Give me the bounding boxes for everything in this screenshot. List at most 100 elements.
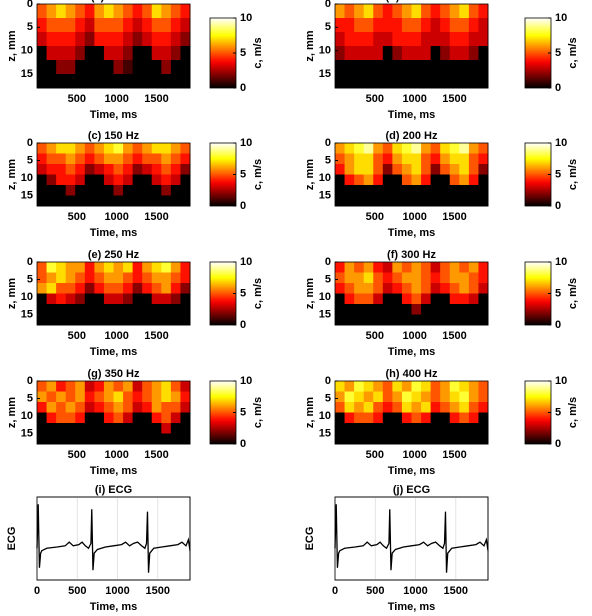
heatmap-cell <box>392 293 403 305</box>
heatmap-cell <box>421 164 432 175</box>
heatmap-cell <box>421 314 432 326</box>
heatmap-cell <box>421 304 432 315</box>
x-tick-label: 1000 <box>104 211 128 223</box>
heatmap-cell <box>113 433 124 445</box>
heatmap-cell <box>180 195 191 207</box>
heatmap-cell <box>180 164 191 175</box>
heatmap-cell <box>75 283 86 294</box>
heatmap-cell <box>161 46 172 61</box>
heatmap-cell <box>75 272 86 284</box>
heatmap-cell <box>449 391 460 403</box>
heatmap-cell <box>94 174 105 186</box>
colorbar-tick-label: 5 <box>240 168 246 180</box>
heatmap-cell <box>151 46 162 61</box>
heatmap-cell <box>170 272 181 284</box>
colorbar-tick-label: 10 <box>240 12 252 24</box>
heatmap-cell <box>161 262 172 273</box>
heatmap-cell <box>382 423 393 434</box>
heatmap-cell <box>151 153 162 165</box>
x-tick-label: 500 <box>68 211 86 223</box>
heatmap-cell <box>411 402 422 413</box>
heatmap-cell <box>468 60 479 75</box>
heatmap-cell <box>382 402 393 413</box>
heatmap-cell <box>151 18 162 33</box>
colorbar <box>209 142 237 207</box>
heatmap-cell <box>161 391 172 403</box>
heatmap-cell <box>75 74 86 89</box>
heatmap-cell <box>440 423 451 434</box>
heatmap-cell <box>161 143 172 154</box>
plot-frame <box>334 261 489 326</box>
heatmap-cell <box>478 185 489 196</box>
heatmap-cell <box>468 272 479 284</box>
heatmap-cell <box>113 293 124 305</box>
heatmap-cell <box>37 262 48 273</box>
heatmap-cell <box>401 283 412 294</box>
x-axis-label: Time, ms <box>90 109 138 121</box>
heatmap-cell <box>56 32 67 47</box>
heatmap-cell <box>459 262 470 273</box>
heatmap-cell <box>56 283 67 294</box>
heatmap-cell <box>132 283 143 294</box>
heatmap-cell <box>354 46 365 61</box>
heatmap-cell <box>421 262 432 273</box>
heatmap-cell <box>132 143 143 154</box>
heatmap-cell <box>75 143 86 154</box>
heatmap-cell <box>94 402 105 413</box>
heatmap-cell <box>344 185 355 196</box>
heatmap-cell <box>392 402 403 413</box>
colorbar <box>209 261 237 326</box>
heatmap-cell <box>142 272 153 284</box>
colorbar-tick-label: 10 <box>555 12 567 24</box>
x-tick-label: 1000 <box>402 449 426 461</box>
heatmap-cell <box>56 304 67 315</box>
heatmap-cell <box>468 391 479 403</box>
heatmap-cell <box>363 174 374 186</box>
heatmap-cell <box>411 143 422 154</box>
heatmap-cell <box>335 402 346 413</box>
heatmap-cell <box>335 381 346 392</box>
heatmap-cell <box>478 4 489 19</box>
heatmap-cell <box>344 32 355 47</box>
heatmap-cell <box>65 381 76 392</box>
heatmap-cell <box>449 272 460 284</box>
x-tick-label: 1500 <box>146 585 170 597</box>
heatmap-cell <box>421 293 432 305</box>
heatmap-cell <box>468 402 479 413</box>
heatmap-cell <box>411 283 422 294</box>
heatmap-cell <box>103 314 114 326</box>
heatmap-cell <box>430 304 441 315</box>
x-tick-label: 1500 <box>442 330 466 342</box>
heatmap-cell <box>113 46 124 61</box>
y-tick-label: 15 <box>319 68 331 80</box>
heatmap-cell <box>46 185 57 196</box>
heatmap-cell <box>449 143 460 154</box>
heatmap-cell <box>468 262 479 273</box>
heatmap-cell <box>430 272 441 284</box>
heatmap-cell <box>113 391 124 403</box>
heatmap-cell <box>123 293 134 305</box>
heatmap-cell <box>103 153 114 165</box>
heatmap-cell <box>132 272 143 284</box>
heatmap-cell <box>170 195 181 207</box>
x-tick-label: 1000 <box>402 211 426 223</box>
heatmap-cell <box>421 195 432 207</box>
heatmap-cell <box>430 314 441 326</box>
heatmap-cell <box>161 195 172 207</box>
heatmap-cell <box>335 195 346 207</box>
heatmap-cell <box>478 174 489 186</box>
x-tick-label: 1000 <box>104 93 128 105</box>
heatmap-cell <box>103 283 114 294</box>
heatmap-cell <box>459 18 470 33</box>
heatmap-cell <box>103 4 114 19</box>
heatmap-cell <box>354 314 365 326</box>
x-tick-label: 1000 <box>403 585 427 597</box>
heatmap-cell <box>392 272 403 284</box>
heatmap-cell <box>94 153 105 165</box>
heatmap-cell <box>401 174 412 186</box>
colorbar-tick-label: 5 <box>555 47 561 59</box>
heatmap-cell <box>113 74 124 89</box>
heatmap-cell <box>459 32 470 47</box>
heatmap-cell <box>65 46 76 61</box>
heatmap-cell <box>113 174 124 186</box>
